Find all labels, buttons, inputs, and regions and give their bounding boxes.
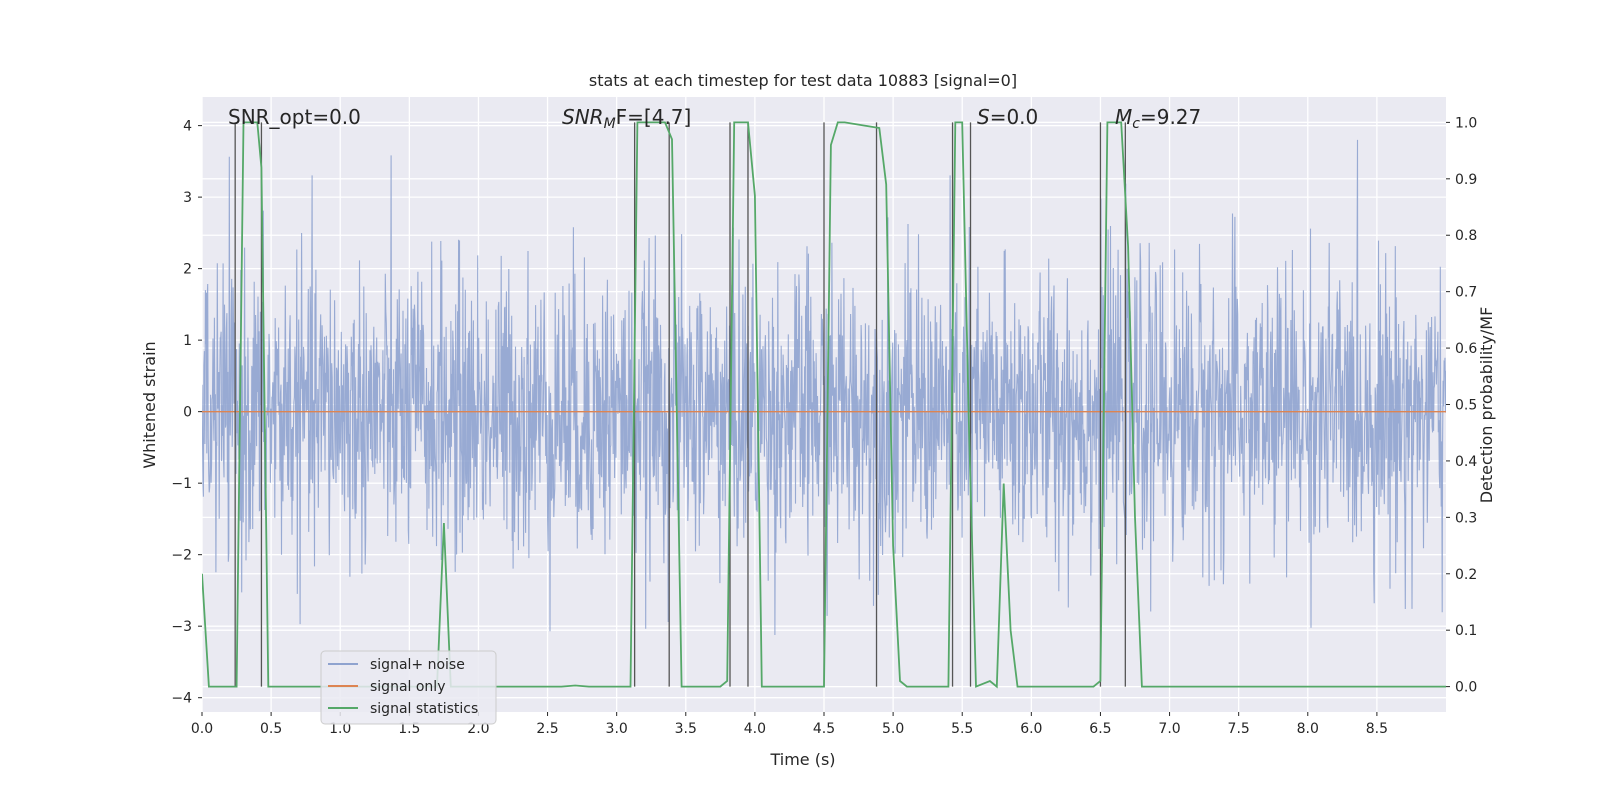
y-left-tick-label: −1: [171, 476, 192, 492]
x-tick-label: 8.0: [1297, 721, 1319, 737]
y-right-tick-label: 0.7: [1455, 285, 1477, 301]
snr-mf-rest: F=[4.7]: [616, 105, 692, 129]
x-tick-label: 5.0: [882, 721, 904, 737]
y-right-tick-label: 0.5: [1455, 398, 1477, 414]
y-left-tick-label: 1: [183, 333, 192, 349]
y-right-tick-label: 0.6: [1455, 341, 1477, 357]
y-right-axis-ticks: 1.0 0.9 0.8 0.7 0.6 0.5 0.4 0.3 0.2 0.1 0.0: [1446, 115, 1477, 696]
legend-box: [320, 650, 497, 725]
x-axis-label: Time (s): [769, 750, 835, 769]
y-right-tick-label: 0.9: [1455, 172, 1477, 188]
snr-mf-base: SNR: [562, 105, 604, 129]
x-tick-label: 0.0: [191, 721, 213, 737]
x-tick-label: 8.5: [1366, 721, 1388, 737]
y-left-tick-label: 2: [183, 262, 192, 278]
y-left-tick-label: 0: [183, 405, 192, 421]
x-tick-label: 1.5: [398, 721, 420, 737]
x-tick-label: 6.5: [1089, 721, 1111, 737]
legend: signal+ noise signal only signal statist…: [320, 650, 497, 725]
mc-rest: =9.27: [1140, 105, 1201, 129]
y-left-tick-label: −2: [171, 548, 192, 564]
chart-title: stats at each timestep for test data 108…: [589, 71, 1017, 90]
x-tick-label: 6.0: [1020, 721, 1042, 737]
y-left-axis-ticks: 4 3 2 1 0 −1 −2 −3 −4: [171, 119, 202, 707]
y-right-tick-label: 0.4: [1455, 454, 1477, 470]
annotation-snr-mf: SNRMF=[4.7]: [562, 105, 691, 132]
y-left-tick-label: −4: [171, 691, 192, 707]
y-right-axis-label: Detection probability/MF: [1477, 307, 1496, 504]
x-tick-label: 2.5: [536, 721, 558, 737]
x-tick-label: 7.5: [1228, 721, 1250, 737]
x-tick-label: 5.5: [951, 721, 973, 737]
mc-base: M: [1115, 105, 1132, 129]
y-left-tick-label: 4: [183, 119, 192, 135]
y-right-tick-label: 0.0: [1455, 680, 1477, 696]
x-tick-label: 4.5: [813, 721, 835, 737]
legend-label-signal-only: signal only: [370, 679, 445, 695]
snr-mf-sub: M: [604, 116, 616, 132]
annotation-s: S=0.0: [977, 105, 1038, 129]
x-axis-ticks: 0.0 0.5 1.0 1.5 2.0 2.5 3.0 3.5 4.0 4.5 5.0 5.5 6.0 6…: [191, 712, 1388, 737]
y-right-tick-label: 0.3: [1455, 510, 1477, 526]
legend-label-signal-statistics: signal statistics: [370, 701, 478, 717]
y-left-tick-label: −3: [171, 619, 192, 635]
y-right-tick-label: 0.2: [1455, 567, 1477, 583]
x-tick-label: 0.5: [260, 721, 282, 737]
y-left-tick-label: 3: [183, 190, 192, 206]
annotation-mc: Mc=9.27: [1115, 105, 1201, 132]
y-right-tick-label: 0.8: [1455, 228, 1477, 244]
s-base: S: [977, 105, 990, 129]
x-tick-label: 2.0: [467, 721, 489, 737]
x-tick-label: 1.0: [329, 721, 351, 737]
annotation-snr-opt: SNR_opt=0.0: [228, 105, 361, 129]
y-right-tick-label: 0.1: [1455, 623, 1477, 639]
x-tick-label: 7.0: [1158, 721, 1180, 737]
s-rest: =0.0: [990, 105, 1039, 129]
y-left-axis-label: Whitened strain: [140, 341, 159, 468]
y-right-tick-label: 1.0: [1455, 115, 1477, 131]
x-tick-label: 3.5: [675, 721, 697, 737]
mc-sub: c: [1132, 116, 1140, 132]
x-tick-label: 3.0: [606, 721, 628, 737]
x-tick-label: 4.0: [744, 721, 766, 737]
legend-label-signal-plus-noise: signal+ noise: [370, 657, 465, 673]
